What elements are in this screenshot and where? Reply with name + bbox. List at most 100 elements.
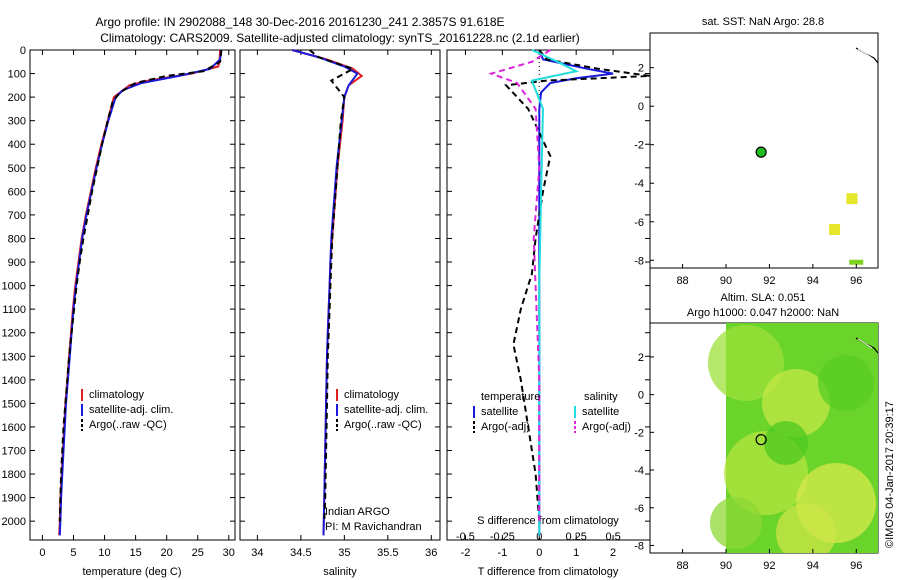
y-tick-label: -8 [634, 540, 644, 552]
y-tick-label: 1900 [2, 493, 26, 505]
series-line [530, 49, 580, 536]
x-tick-label: 96 [850, 275, 862, 287]
y-tick-label: 0 [638, 101, 644, 113]
map-frame [649, 32, 879, 269]
y-tick-label: 600 [8, 186, 26, 198]
y-tick-label: 2 [638, 63, 644, 75]
legend-title-temperature: temperature [481, 391, 540, 403]
series-line [58, 49, 222, 536]
map-title-line2: Argo h1000: 0.047 h2000: NaN [687, 307, 839, 319]
series-line [504, 49, 651, 522]
x-tick-label: 88 [676, 275, 688, 287]
x-axis-label: T difference from climatology [478, 566, 619, 578]
y-tick-label: 500 [8, 163, 26, 175]
y-tick-label: 700 [8, 210, 26, 222]
x-tick-label: 92 [763, 275, 775, 287]
y-tick-label: 900 [8, 257, 26, 269]
sst-patch [846, 193, 858, 205]
coastline-inner [857, 338, 873, 349]
x-tick-label: 1 [573, 547, 579, 559]
x-tick-label: -1 [497, 547, 507, 559]
x-tick-label: 34.5 [290, 547, 311, 559]
sst-map-panel: sat. SST: NaN Argo: 28.8 88 90 92 94 96 -8 -6 -… [634, 16, 879, 287]
legend-label: satellite [582, 406, 619, 418]
series-line [58, 49, 223, 536]
x-axis-label: temperature (deg C) [82, 566, 181, 578]
series-line [291, 49, 364, 536]
legend-label: satellite-adj. clim. [89, 404, 173, 416]
x2-tick-label: 0 [536, 531, 542, 543]
x-tick-label: 90 [720, 275, 732, 287]
legend-label: Argo(..raw -QC) [344, 419, 422, 431]
argo-location-marker [755, 434, 767, 446]
y-tick-label: 800 [8, 233, 26, 245]
y-tick-label: 1300 [2, 351, 26, 363]
x-tick-label: 90 [720, 560, 732, 572]
series-line [308, 49, 356, 522]
y-tick-label: 1600 [2, 422, 26, 434]
x-tick-label: 35 [338, 547, 350, 559]
x-tick-label: 0 [536, 547, 542, 559]
series-line [488, 49, 551, 522]
temperature-profile-panel: temperature (deg C) 0 5 10 15 20 25 3001002003… [2, 45, 236, 578]
x-tick-label: 0 [39, 547, 45, 559]
x-tick-label: 96 [850, 560, 862, 572]
y-tick-label: 1100 [2, 304, 26, 316]
credit-stamp: ©IMOS 04-Jan-2017 20:39:17 [884, 401, 896, 548]
y-tick-label: -4 [634, 465, 644, 477]
y-tick-label: 0 [20, 45, 26, 57]
y-tick-label: 300 [8, 116, 26, 128]
sla-field [708, 323, 878, 553]
x-tick-label: 25 [192, 547, 204, 559]
map-title: sat. SST: NaN Argo: 28.8 [702, 16, 824, 28]
legend-label: Argo(-adj) [582, 421, 631, 433]
y-tick-label: -8 [634, 255, 644, 267]
x-tick-label: 15 [129, 547, 141, 559]
y-tick-label: 2000 [2, 516, 26, 528]
figure-title-line1: Argo profile: IN 2902088_148 30-Dec-2016… [96, 15, 505, 29]
x-tick-label: 10 [98, 547, 110, 559]
legend-label: satellite-adj. clim. [344, 404, 428, 416]
sla-field-patch [710, 497, 762, 549]
legend-title-salinity: salinity [584, 391, 618, 403]
y-tick-label: 1000 [2, 281, 26, 293]
y-tick-label: 2 [638, 352, 644, 364]
x-tick-label: -2 [461, 547, 471, 559]
legend-label: Argo(-adj) [481, 421, 530, 433]
y-tick-label: 200 [8, 92, 26, 104]
y-tick-label: 1500 [2, 398, 26, 410]
x2-tick-label: 0.25 [565, 531, 586, 543]
x-tick-label: 20 [161, 547, 173, 559]
y-tick-label: 100 [8, 69, 26, 81]
x-tick-label: 94 [807, 275, 819, 287]
x-axis-label: salinity [323, 566, 357, 578]
x2-tick-label: -0.25 [490, 531, 515, 543]
y-tick-label: 1800 [2, 469, 26, 481]
sla-field-patch [708, 325, 784, 401]
y-tick-label: 1400 [2, 375, 26, 387]
y-tick-label: 1700 [2, 445, 26, 457]
pi-annotation: PI: M Ravichandran [325, 521, 422, 533]
y-tick-label: -4 [634, 178, 644, 190]
sla-map-panel: Altim. SLA: 0.051 Argo h1000: 0.047 h200… [634, 292, 879, 572]
y-tick-label: -6 [634, 503, 644, 515]
y-tick-label: 400 [8, 139, 26, 151]
series-line [291, 49, 359, 536]
legend-label: Argo(..raw -QC) [89, 419, 167, 431]
x-tick-label: 34 [251, 547, 263, 559]
panel-frame [239, 49, 441, 541]
series-line [58, 49, 223, 522]
figure-title-line2: Climatology: CARS2009. Satellite-adjuste… [100, 31, 580, 45]
x-tick-label: 88 [676, 560, 688, 572]
y-tick-label: -2 [634, 427, 644, 439]
series-line [538, 49, 614, 536]
salinity-profile-panel: salinity Indian ARGO PI: M Ravichandran … [239, 49, 441, 578]
x-tick-label: 35.5 [377, 547, 398, 559]
x-tick-label: 94 [807, 560, 819, 572]
sla-field-patch [764, 421, 808, 465]
x-tick-label: 2 [610, 547, 616, 559]
y-tick-label: 1200 [2, 328, 26, 340]
sla-field-patch [818, 355, 874, 411]
legend-label: satellite [481, 406, 518, 418]
